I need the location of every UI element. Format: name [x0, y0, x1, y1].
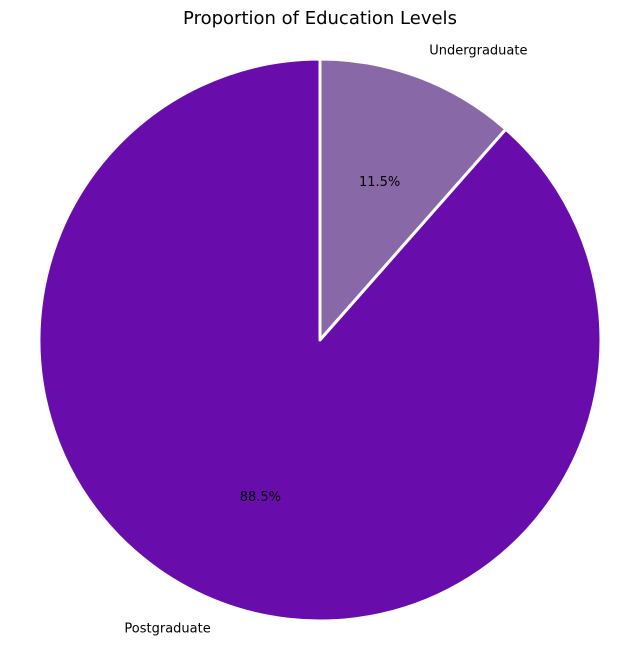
pct-label-undergraduate: 11.5% [359, 175, 400, 190]
slice-label-postgraduate: Postgraduate [124, 622, 210, 637]
pct-label-postgraduate: 88.5% [240, 490, 281, 505]
chart-title: Proportion of Education Levels [183, 8, 457, 29]
pie-slices [37, 57, 603, 623]
pie-slice-postgraduate [37, 57, 603, 623]
pie-labels: Undergraduate 11.5% Postgraduate 88.5% [124, 43, 527, 636]
slice-label-undergraduate: Undergraduate [429, 43, 527, 58]
pie-slice-undergraduate [318, 57, 508, 342]
